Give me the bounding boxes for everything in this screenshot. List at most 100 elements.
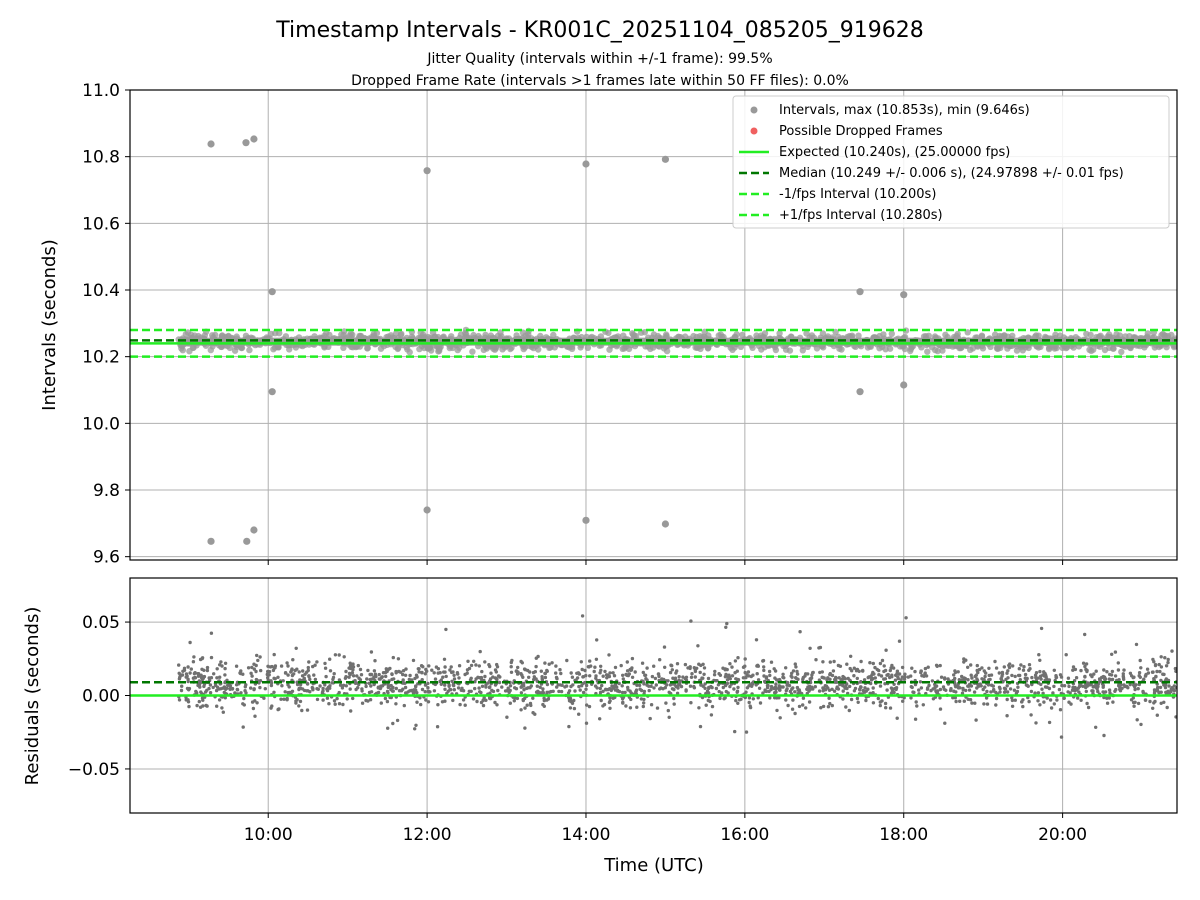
chart-title: Timestamp Intervals - KR001C_20251104_08… xyxy=(275,18,923,43)
legend-box xyxy=(732,95,1170,229)
residual-point xyxy=(473,680,477,684)
residual-point xyxy=(637,683,642,688)
residual-point xyxy=(1137,682,1142,687)
residual-point xyxy=(1038,703,1042,707)
residual-point xyxy=(707,691,711,695)
intervals-marks xyxy=(130,135,1177,545)
residual-point xyxy=(1105,696,1109,700)
residual-point xyxy=(801,696,806,700)
residual-point xyxy=(855,676,859,681)
residual-point xyxy=(969,673,973,677)
residual-point xyxy=(580,667,584,672)
interval-outlier-point-5 xyxy=(661,155,670,163)
residual-point xyxy=(455,671,460,675)
residual-point xyxy=(1084,683,1088,687)
interval-point xyxy=(267,330,275,338)
interval-point xyxy=(1056,332,1064,339)
residual-point xyxy=(294,701,298,705)
residual-point xyxy=(397,669,401,674)
residual-point xyxy=(619,663,623,668)
residual-point xyxy=(223,673,227,677)
residual-point xyxy=(321,689,325,693)
residual-point xyxy=(702,666,707,670)
residual-point xyxy=(187,704,191,709)
residual-point xyxy=(856,700,860,704)
residual-point xyxy=(217,698,222,702)
intervals-y-tick-label-2: 10.0 xyxy=(82,414,120,434)
residual-point xyxy=(1102,733,1106,738)
residual-point xyxy=(241,725,245,729)
residual-point xyxy=(1153,689,1158,693)
residual-point xyxy=(697,706,701,710)
residual-point xyxy=(733,729,737,734)
residual-point xyxy=(600,683,604,688)
residual-point xyxy=(456,686,461,690)
interval-outlier-point-1 xyxy=(242,139,250,147)
residual-point xyxy=(313,677,318,682)
residual-point xyxy=(968,698,973,702)
interval-outlier-point-4 xyxy=(582,160,590,168)
interval-point xyxy=(397,331,405,339)
residual-point xyxy=(298,699,303,704)
residual-point xyxy=(538,685,542,689)
interval-point xyxy=(888,330,895,337)
residual-point xyxy=(457,676,461,680)
residual-point xyxy=(1162,683,1166,687)
residual-point xyxy=(395,718,400,723)
residual-point xyxy=(724,625,728,629)
residual-point xyxy=(607,653,611,657)
interval-point xyxy=(406,349,413,356)
residual-point xyxy=(253,714,257,718)
residual-point xyxy=(1141,690,1146,695)
residual-point xyxy=(769,660,774,664)
residual-point xyxy=(228,684,233,688)
residual-point xyxy=(369,684,373,688)
residual-point xyxy=(424,698,428,702)
legend-dropped-marker xyxy=(750,127,758,135)
residual-point xyxy=(567,699,572,703)
residual-point xyxy=(1157,662,1161,667)
residual-point xyxy=(903,672,907,676)
residual-point xyxy=(356,663,360,668)
residual-point xyxy=(383,696,388,701)
residual-point xyxy=(915,704,919,708)
residual-point xyxy=(281,679,285,683)
residual-point xyxy=(301,669,305,673)
residual-point xyxy=(891,666,896,670)
residual-point xyxy=(935,689,940,693)
interval-point xyxy=(969,345,977,352)
residual-point xyxy=(1158,669,1162,674)
residual-point xyxy=(640,661,645,665)
residual-point xyxy=(577,712,581,716)
residual-point xyxy=(1170,686,1174,690)
legend-minus-fps-label: -1/fps Interval (10.200s) xyxy=(779,187,936,202)
residual-point xyxy=(415,700,419,704)
interval-outlier-point-11 xyxy=(900,381,908,389)
residual-point xyxy=(572,698,576,703)
residual-point xyxy=(857,669,861,673)
residual-point xyxy=(883,701,888,706)
residual-point xyxy=(541,687,545,691)
interval-point xyxy=(1151,344,1159,351)
residual-point xyxy=(946,677,950,681)
residual-point xyxy=(818,670,822,675)
residual-point xyxy=(635,683,639,687)
residual-point xyxy=(706,676,711,681)
residual-point xyxy=(543,661,547,665)
residual-point xyxy=(878,684,883,688)
residual-point xyxy=(182,666,187,670)
interval-point xyxy=(1051,345,1058,352)
residual-point xyxy=(698,724,703,729)
residual-point xyxy=(311,664,315,669)
residual-point xyxy=(294,646,298,650)
residual-point xyxy=(342,655,346,659)
residual-point xyxy=(543,675,548,680)
residual-point xyxy=(787,683,792,688)
residual-point xyxy=(523,706,527,710)
residual-point xyxy=(703,682,707,686)
residual-point xyxy=(528,701,533,706)
interval-point xyxy=(428,347,435,354)
residual-point xyxy=(223,661,228,665)
residual-point xyxy=(384,667,388,671)
residuals-y-tick-label-2: 0.05 xyxy=(82,613,120,633)
